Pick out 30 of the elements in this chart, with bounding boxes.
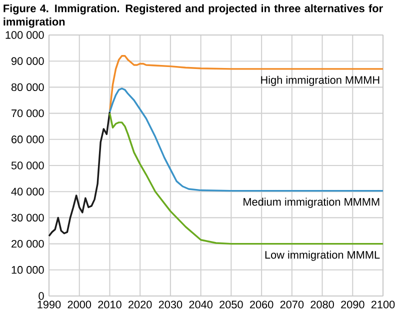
y-tick-label: 10 000 xyxy=(12,266,44,274)
series-label: High immigration MMMH xyxy=(261,76,380,86)
series-label: Low immigration MMML xyxy=(265,250,380,261)
y-tick-label: 50 000 xyxy=(11,162,44,170)
x-tick-label: 2050 xyxy=(220,300,243,308)
x-tick-label: 2090 xyxy=(341,300,364,308)
line-series xyxy=(108,112,384,245)
x-tick-label: 2020 xyxy=(128,300,152,308)
x-tick-label: 2030 xyxy=(158,300,182,308)
chart-title: Figure 4. Immigration. Registered and projected in three alternatives for immigration xyxy=(4,4,383,28)
x-tick-label: 2000 xyxy=(68,300,92,308)
series-label: Medium immigration MMMM xyxy=(244,198,380,208)
line-series xyxy=(108,55,384,113)
y-tick-label: 80 000 xyxy=(11,83,44,92)
x-tick-label: 2040 xyxy=(189,300,212,308)
y-tick-label: 100 000 xyxy=(6,31,44,39)
x-tick-label: 1990 xyxy=(38,300,61,308)
y-tick-label: 0 xyxy=(38,292,44,300)
x-tick-label: 2010 xyxy=(98,300,122,308)
x-tick-label: 2080 xyxy=(310,300,334,308)
y-tick-label: 70 000 xyxy=(12,109,44,118)
x-tick-label: 2100 xyxy=(371,300,395,308)
y-tick-label: 90 000 xyxy=(12,57,44,65)
y-tick-label: 40 000 xyxy=(11,188,44,196)
line-series xyxy=(48,111,111,237)
y-tick-label: 60 000 xyxy=(12,136,44,144)
x-tick-label: 2070 xyxy=(280,300,304,308)
y-tick-label: 20 000 xyxy=(12,240,44,248)
x-tick-label: 2060 xyxy=(250,300,274,308)
y-tick-label: 30 000 xyxy=(11,214,44,222)
